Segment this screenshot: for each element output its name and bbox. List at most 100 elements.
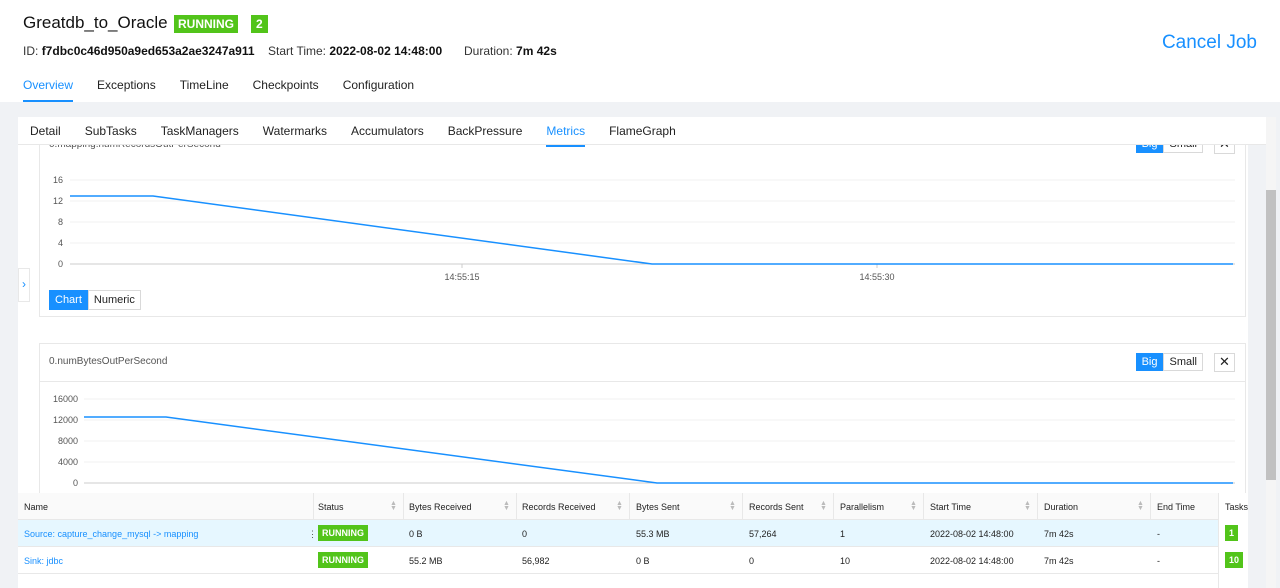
subtab-taskmanagers[interactable]: TaskManagers [160, 124, 239, 138]
header-bytes-received[interactable]: Bytes Received [409, 502, 472, 512]
table-row[interactable]: Source: capture_change_mysql -> mapping … [18, 520, 1248, 547]
parallelism-cell: 1 [840, 529, 846, 539]
tab-exceptions[interactable]: Exceptions [97, 78, 156, 92]
subtab-backpressure[interactable]: BackPressure [447, 124, 523, 138]
end-time-cell: - [1157, 556, 1160, 566]
subtab-detail[interactable]: Detail [30, 124, 61, 138]
vertex-tabs-visible: Detail SubTasks TaskManagers Watermarks … [30, 124, 676, 147]
y-tick-label: 4000 [58, 457, 78, 467]
sort-icon[interactable]: ▲ ▼ [390, 500, 397, 512]
tab-checkpoints[interactable]: Checkpoints [252, 78, 319, 92]
records-received-cell: 56,982 [522, 556, 550, 566]
column-divider [833, 493, 834, 520]
bytes-received-cell: 55.2 MB [409, 556, 443, 566]
subtab-subtasks[interactable]: SubTasks [84, 124, 137, 138]
sort-icon[interactable]: ▲ ▼ [616, 500, 623, 512]
metric-chart: 16000 12000 8000 4000 0 [53, 394, 1235, 488]
vertex-table: Name Status ▲ ▼ Bytes Received ▲ ▼ Records… [18, 493, 1248, 588]
size-toggle: Big Small [1135, 353, 1203, 371]
metric-card: 0.mapping.numRecordsOutPerSecond Big Sma… [39, 118, 1246, 317]
sort-icon[interactable]: ▲ ▼ [729, 500, 736, 512]
subtab-watermarks[interactable]: Watermarks [262, 124, 327, 138]
vertex-name-link[interactable]: Source: capture_change_mysql -> mapping [24, 529, 199, 539]
small-button[interactable]: Small [1163, 353, 1203, 371]
sort-icon[interactable]: ▲ ▼ [910, 500, 917, 512]
series-line [84, 416, 1233, 484]
tab-timeline[interactable]: TimeLine [179, 78, 229, 92]
bytes-received-cell: 0 B [409, 529, 423, 539]
metric-chart: 16 12 8 4 0 14:55:15 14:55:30 [53, 175, 1235, 282]
subtabs-bar: Detail SubTasks TaskManagers Watermarks … [18, 117, 1266, 147]
cancel-job-button[interactable]: Cancel Job [1161, 32, 1257, 53]
tab-overview[interactable]: Overview [23, 78, 74, 102]
sort-icon[interactable]: ▲ ▼ [820, 500, 827, 512]
header-bytes-sent[interactable]: Bytes Sent [636, 502, 680, 512]
parallelism-cell: 10 [840, 556, 851, 566]
duration-cell: 7m 42s [1044, 556, 1074, 566]
start-time-cell: 2022-08-02 14:48:00 [930, 529, 1014, 539]
job-count-badge: 2 [251, 15, 268, 33]
start-time-cell: 2022-08-02 14:48:00 [930, 556, 1014, 566]
header-duration[interactable]: Duration [1044, 502, 1079, 512]
tasks-column: Tasks 1 10 [1218, 493, 1248, 588]
job-tabs: Overview Exceptions TimeLine Checkpoints… [23, 78, 414, 102]
y-tick-label: 4 [58, 238, 63, 248]
job-status-badge: RUNNING [174, 15, 238, 33]
column-divider [403, 493, 404, 520]
end-time-cell: - [1157, 529, 1160, 539]
job-id-label: ID: [23, 44, 39, 58]
bytes-sent-cell: 55.3 MB [636, 529, 670, 539]
series-line [70, 195, 1233, 265]
start-time-label: Start Time: [268, 44, 327, 58]
column-divider [1037, 493, 1038, 520]
subtab-flamegraph[interactable]: FlameGraph [609, 124, 676, 138]
vertex-name-link[interactable]: Sink: jdbc [24, 556, 64, 566]
y-tick-label: 0 [58, 259, 63, 269]
y-tick-label: 8000 [58, 436, 78, 446]
chart-view-button[interactable]: Chart [49, 290, 88, 310]
status-badge: RUNNING [318, 552, 368, 568]
table-row[interactable]: Sink: jdbc RUNNING 55.2 MB 56,982 0 B 0 … [18, 547, 1248, 574]
duration-value: 7m 42s [516, 44, 557, 58]
job-name: Greatdb_to_Oracle [23, 13, 168, 32]
header-start-time[interactable]: Start Time [930, 502, 972, 512]
column-divider [313, 493, 314, 520]
x-tick-label: 14:55:30 [859, 272, 894, 282]
header-records-sent[interactable]: Records Sent [749, 502, 804, 512]
records-sent-cell: 57,264 [749, 529, 777, 539]
sort-icon[interactable]: ▲ ▼ [503, 500, 510, 512]
column-divider [923, 493, 924, 520]
tab-configuration[interactable]: Configuration [342, 78, 415, 92]
y-tick-label: 12 [53, 196, 63, 206]
header-name[interactable]: Name [24, 502, 49, 512]
header-status[interactable]: Status [318, 502, 344, 512]
metric-title: 0.numBytesOutPerSecond [49, 356, 168, 367]
expand-sidebar-button[interactable]: › [18, 268, 30, 302]
chevron-right-icon: › [22, 277, 26, 291]
header-end-time[interactable]: End Time [1157, 502, 1196, 512]
header-records-received[interactable]: Records Received [522, 502, 596, 512]
close-metric-button[interactable]: ✕ [1214, 353, 1235, 372]
table-header: Name Status ▲ ▼ Bytes Received ▲ ▼ Records… [18, 493, 1248, 520]
x-tick-label: 14:55:15 [444, 272, 479, 282]
bytes-sent-cell: 0 B [636, 556, 650, 566]
job-start-time: Start Time: 2022-08-02 14:48:00 [268, 44, 442, 58]
status-badge: RUNNING [318, 525, 368, 541]
records-sent-cell: 0 [749, 556, 755, 566]
column-divider [629, 493, 630, 520]
numeric-view-button[interactable]: Numeric [87, 290, 141, 310]
y-tick-label: 0 [73, 478, 78, 488]
more-icon[interactable]: ⋮ [308, 529, 317, 539]
header-parallelism[interactable]: Parallelism [840, 502, 885, 512]
task-count-badge: 1 [1225, 525, 1239, 541]
scrollbar-thumb[interactable] [1266, 190, 1276, 480]
sort-icon[interactable]: ▲ ▼ [1024, 500, 1031, 512]
subtab-accumulators[interactable]: Accumulators [351, 124, 424, 138]
duration-label: Duration: [464, 44, 513, 58]
job-id: ID: f7dbc0c46d950a9ed653a2ae3247a911 [23, 44, 255, 58]
y-tick-label: 12000 [53, 415, 78, 425]
sort-icon[interactable]: ▲ ▼ [1137, 500, 1144, 512]
card-divider [40, 381, 1245, 382]
subtab-metrics[interactable]: Metrics [546, 124, 586, 147]
big-button[interactable]: Big [1135, 353, 1164, 371]
